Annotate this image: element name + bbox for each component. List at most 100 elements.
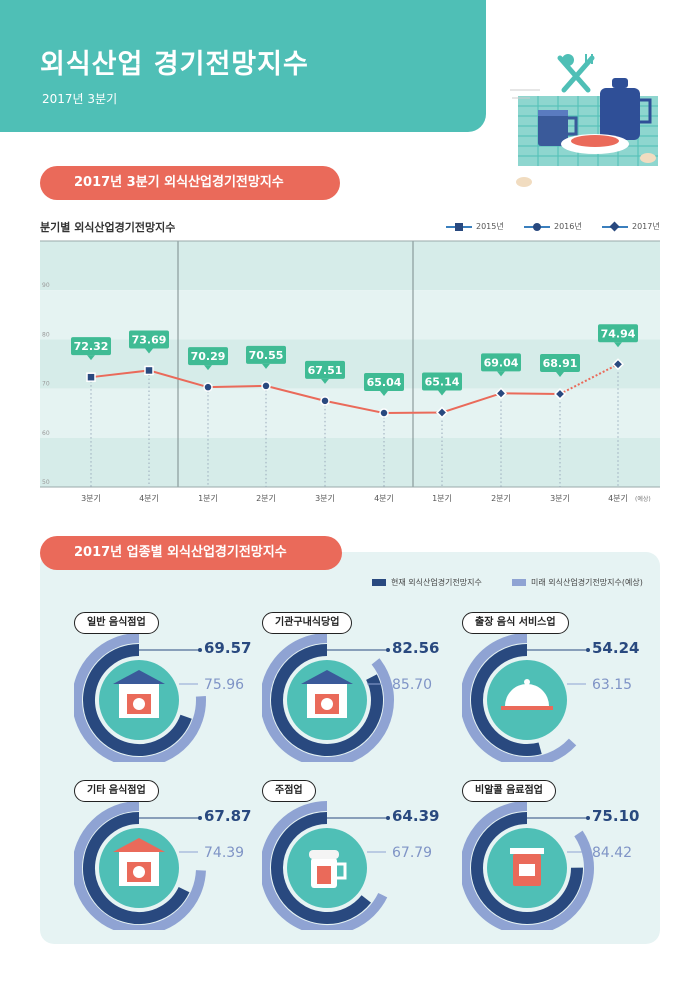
data-label-pointer <box>262 363 270 369</box>
current-arc <box>83 812 190 924</box>
data-label-box <box>540 353 580 372</box>
building-roof <box>301 670 353 684</box>
current-leader-dot <box>386 648 390 652</box>
data-label-pointer <box>438 390 446 396</box>
current-value: 64.39 <box>392 807 440 825</box>
plate <box>321 698 333 710</box>
sector-card: 기타 음식점업 67.87 74.39 <box>74 780 274 930</box>
legend-current: 현재 외식산업경기전망지수 <box>372 577 482 588</box>
x-tick-label: 4분기 <box>139 494 159 503</box>
sector-donut <box>262 801 390 930</box>
data-point <box>379 408 389 418</box>
data-label: 70.55 <box>249 349 284 362</box>
sector-label: 출장 음식 서비스업 <box>462 612 569 634</box>
future-arc <box>462 633 577 762</box>
data-label: 65.14 <box>425 376 460 389</box>
x-tick-label: 1분기 <box>432 494 452 503</box>
sector-card: 주점업 64.39 67.79 <box>262 780 462 930</box>
future-value: 74.39 <box>204 845 245 861</box>
plate <box>133 698 145 710</box>
data-label-pointer <box>380 391 388 397</box>
beer-foam <box>309 850 339 859</box>
future-arc <box>462 801 594 930</box>
data-label-pointer <box>556 371 564 377</box>
y-tick-label: 60 <box>42 430 50 437</box>
cloche-icon <box>501 679 553 710</box>
teapot-icon <box>600 78 652 140</box>
sector-donut <box>74 801 206 930</box>
data-label-pointer <box>321 378 329 384</box>
cloche-knob <box>524 679 530 685</box>
x-tick-label: 3분기 <box>315 494 335 503</box>
data-label: 70.29 <box>191 350 226 363</box>
chart-band <box>40 437 660 487</box>
y-tick-label: 80 <box>42 331 50 338</box>
sector-label: 기관구내식당업 <box>262 612 353 634</box>
y-tick-label: 50 <box>42 479 50 486</box>
current-value: 54.24 <box>592 639 640 657</box>
current-value: 75.10 <box>592 807 640 825</box>
future-arc <box>74 801 206 930</box>
house-plate-icon <box>113 838 165 886</box>
data-point <box>494 387 508 400</box>
current-leader-dot <box>198 648 202 652</box>
data-label: 72.32 <box>74 340 109 353</box>
future-arc <box>262 633 394 762</box>
current-arc <box>271 812 372 924</box>
plate <box>133 866 145 878</box>
current-arc <box>83 644 192 756</box>
circle-marker-icon <box>533 222 541 231</box>
section-title-quarterly: 2017년 3분기 외식산업경기전망지수 <box>40 166 340 200</box>
plate-icon <box>561 134 629 154</box>
current-leader-dot <box>198 816 202 820</box>
section-title-sectors: 2017년 업종별 외식산업경기전망지수 <box>40 536 342 570</box>
x-tick-label: 3분기 <box>550 494 570 503</box>
cup-lid <box>510 848 544 854</box>
current-leader-dot <box>586 648 590 652</box>
beer-handle <box>337 862 347 880</box>
current-arc <box>471 812 583 924</box>
x-tick-label: 2분기 <box>491 494 511 503</box>
data-label: 74.94 <box>601 327 636 340</box>
data-point <box>320 396 330 406</box>
mug-icon <box>538 110 578 146</box>
x-tick-label: 1분기 <box>198 494 218 503</box>
chart-band <box>40 388 660 438</box>
cup-label <box>519 864 535 876</box>
data-point <box>261 381 271 391</box>
chart-caption: 분기별 외식산업경기전망지수 <box>40 221 176 234</box>
legend-current-swatch <box>372 579 386 586</box>
x-tick-label: 3분기 <box>81 494 101 503</box>
sector-card: 출장 음식 서비스업 54.24 63.15 <box>462 612 662 762</box>
sector-label: 비알콜 음료점업 <box>462 780 556 802</box>
current-value: 82.56 <box>392 639 440 657</box>
beer-icon <box>309 850 347 888</box>
data-label-pointer <box>614 342 622 348</box>
building-roof <box>113 838 165 852</box>
future-value: 63.15 <box>592 677 633 693</box>
x-tick-label: 2분기 <box>256 494 276 503</box>
square-marker-icon <box>455 222 463 231</box>
future-value: 75.96 <box>204 677 245 693</box>
future-value: 84.42 <box>592 845 633 861</box>
sector-donut <box>462 801 594 930</box>
data-label-box <box>364 373 404 392</box>
x-tick-label: 4분기 <box>374 494 394 503</box>
sector-donut <box>74 633 206 762</box>
data-label-box <box>422 372 462 391</box>
future-value: 85.70 <box>392 677 433 693</box>
y-tick-label: 90 <box>42 282 50 289</box>
data-point <box>553 387 567 400</box>
data-label-pointer <box>497 371 505 377</box>
sector-card: 비알콜 음료점업 75.10 84.42 <box>462 780 662 930</box>
data-point <box>144 365 154 376</box>
current-value: 67.87 <box>204 807 252 825</box>
legend-future: 미래 외식산업경기전망지수(예상) <box>512 577 643 588</box>
data-label-box <box>481 353 521 372</box>
data-label-box <box>129 330 169 349</box>
sector-card: 일반 음식점업 69.57 75.96 <box>74 612 274 762</box>
forecast-line <box>559 363 619 395</box>
building-roof <box>113 670 165 684</box>
data-point <box>86 372 96 382</box>
y-tick-label: 70 <box>42 381 50 388</box>
